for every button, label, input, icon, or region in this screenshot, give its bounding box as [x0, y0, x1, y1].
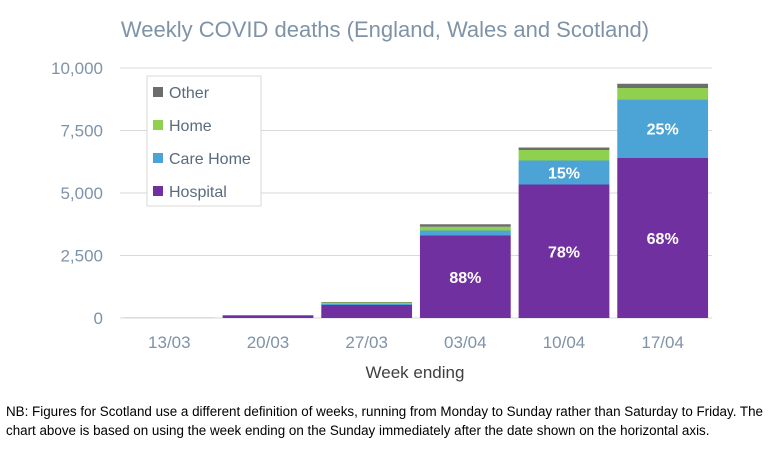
data-label: 78% — [548, 244, 580, 261]
y-tick-label: 5,000 — [60, 184, 103, 203]
footnote: NB: Figures for Scotland use a different… — [6, 404, 763, 438]
x-axis-tick-labels: 13/03 20/03 27/03 03/04 10/04 17/04 — [148, 333, 684, 352]
bar-hospital — [222, 315, 314, 318]
y-tick-label: 10,000 — [51, 59, 103, 78]
bars — [123, 83, 709, 318]
x-axis-label: Week ending — [366, 363, 465, 382]
legend-label: Home — [169, 118, 212, 135]
bar-care-home — [321, 304, 413, 305]
bar-care-home — [419, 230, 511, 236]
bar-home — [419, 226, 511, 231]
bar-other — [617, 83, 709, 88]
legend: Other Home Care Home Hospital — [146, 75, 262, 207]
legend-label: Other — [169, 85, 210, 102]
bar-care-home — [617, 99, 709, 158]
legend-swatch — [153, 87, 163, 97]
bar-other — [419, 224, 511, 227]
data-label: 88% — [449, 270, 481, 287]
y-tick-label: 2,500 — [60, 247, 103, 266]
y-tick-label: 0 — [94, 309, 103, 328]
bar-hospital — [321, 305, 413, 318]
x-tick-label: 17/04 — [641, 333, 684, 352]
legend-frame — [146, 75, 262, 207]
x-tick-label: 03/04 — [444, 333, 487, 352]
legend-label: Care Home — [169, 151, 251, 168]
chart-title: Weekly COVID deaths (England, Wales and … — [121, 17, 649, 42]
legend-label: Hospital — [169, 184, 227, 201]
data-label: 68% — [647, 231, 679, 248]
bar-hospital — [518, 184, 610, 318]
x-tick-label: 13/03 — [148, 333, 191, 352]
bar-home — [617, 88, 709, 100]
bar-other — [518, 147, 610, 150]
y-axis-tick-labels: 0 2,500 5,000 7,500 10,000 — [51, 59, 103, 328]
data-label: 25% — [647, 122, 679, 139]
legend-swatch — [153, 120, 163, 130]
y-tick-label: 7,500 — [60, 122, 103, 141]
bar-hospital — [419, 235, 511, 318]
bar-care-home — [518, 160, 610, 185]
x-tick-label: 27/03 — [345, 333, 388, 352]
bar-other — [321, 302, 413, 303]
chart: Weekly COVID deaths (England, Wales and … — [51, 17, 712, 382]
bar-home — [321, 302, 413, 304]
data-labels: 88% 78% 15% 68% 25% — [449, 122, 678, 287]
x-tick-label: 10/04 — [543, 333, 586, 352]
legend-swatch — [153, 186, 163, 196]
legend-swatch — [153, 153, 163, 163]
data-label: 15% — [548, 166, 580, 183]
bar-hospital — [617, 158, 709, 318]
x-tick-label: 20/03 — [247, 333, 290, 352]
bar-home — [518, 150, 610, 161]
